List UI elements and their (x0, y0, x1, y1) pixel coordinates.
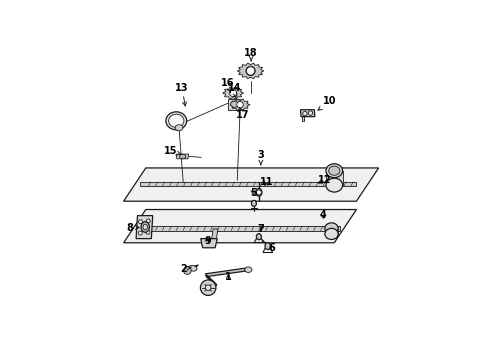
Text: 17: 17 (236, 107, 249, 120)
Text: 13: 13 (175, 82, 189, 106)
Polygon shape (123, 210, 356, 243)
Polygon shape (325, 228, 338, 234)
Text: 18: 18 (245, 48, 258, 61)
Circle shape (146, 230, 150, 234)
Polygon shape (212, 229, 218, 239)
Text: 11: 11 (260, 177, 273, 187)
Ellipse shape (256, 188, 262, 196)
Circle shape (246, 66, 255, 76)
Ellipse shape (231, 101, 238, 107)
Text: 2: 2 (181, 264, 192, 274)
Polygon shape (222, 87, 244, 99)
Text: 6: 6 (269, 243, 275, 253)
Polygon shape (187, 265, 198, 271)
Circle shape (138, 231, 142, 235)
Polygon shape (205, 268, 245, 276)
Polygon shape (123, 168, 379, 201)
Text: 16: 16 (221, 78, 234, 93)
Circle shape (256, 190, 261, 195)
Circle shape (183, 267, 191, 274)
Ellipse shape (265, 243, 270, 249)
Circle shape (237, 102, 243, 108)
Ellipse shape (256, 234, 261, 240)
Text: 15: 15 (164, 146, 182, 156)
Ellipse shape (141, 222, 149, 232)
Circle shape (303, 111, 307, 116)
Ellipse shape (245, 267, 252, 273)
Polygon shape (230, 99, 250, 111)
Ellipse shape (325, 228, 338, 239)
Polygon shape (300, 110, 315, 117)
Ellipse shape (175, 125, 183, 131)
Text: 9: 9 (204, 235, 211, 246)
Polygon shape (176, 154, 189, 159)
Polygon shape (237, 63, 264, 79)
Circle shape (205, 285, 211, 291)
Ellipse shape (180, 154, 186, 159)
Circle shape (200, 280, 216, 296)
Text: 14: 14 (228, 82, 241, 98)
Circle shape (230, 90, 237, 96)
Text: 1: 1 (225, 271, 232, 282)
Circle shape (246, 67, 255, 75)
Text: 12: 12 (318, 175, 331, 185)
Ellipse shape (326, 164, 343, 177)
Polygon shape (227, 99, 242, 110)
Ellipse shape (188, 265, 197, 271)
Text: 5: 5 (250, 188, 257, 198)
Polygon shape (326, 171, 343, 185)
Polygon shape (140, 226, 340, 231)
Circle shape (308, 111, 313, 115)
Ellipse shape (326, 178, 343, 192)
Polygon shape (201, 239, 217, 248)
Text: 4: 4 (320, 210, 326, 220)
Text: 8: 8 (126, 222, 139, 233)
Text: 10: 10 (318, 96, 337, 110)
Polygon shape (301, 116, 304, 121)
Circle shape (139, 220, 143, 224)
Ellipse shape (329, 166, 340, 175)
Ellipse shape (325, 223, 338, 234)
Ellipse shape (169, 114, 184, 127)
Ellipse shape (143, 224, 147, 230)
Polygon shape (136, 216, 153, 239)
Ellipse shape (166, 112, 187, 130)
Text: 7: 7 (257, 224, 264, 234)
Circle shape (147, 219, 150, 223)
Ellipse shape (251, 201, 256, 207)
Polygon shape (140, 182, 356, 186)
Text: 3: 3 (257, 150, 264, 165)
